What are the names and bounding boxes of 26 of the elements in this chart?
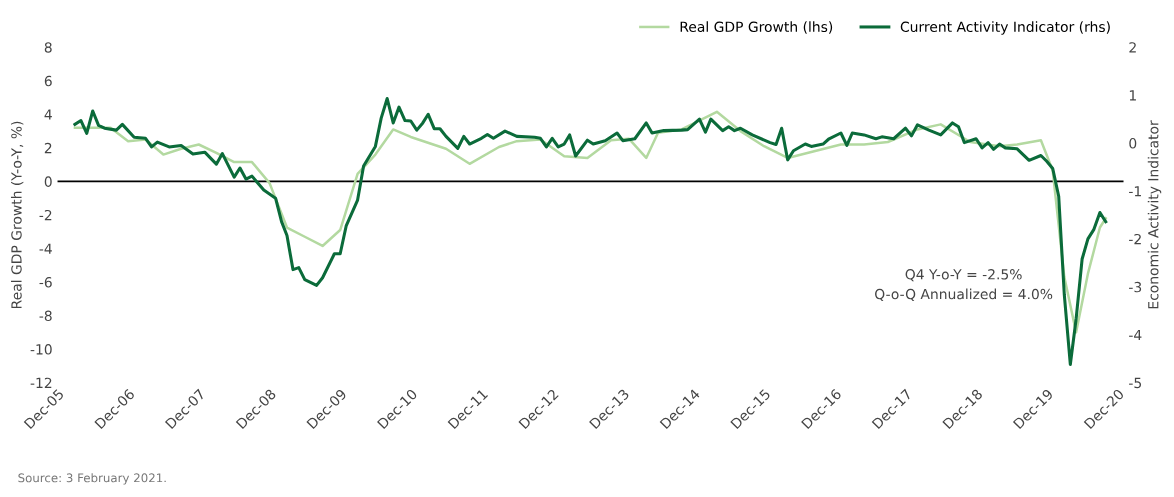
y2-tick-label: -3 xyxy=(1129,281,1142,293)
annotation: Q4 Y-o-Y = -2.5% Q-o-Q Annualized = 4.0% xyxy=(875,269,1053,301)
source-note: Source: 3 February 2021. xyxy=(18,473,166,485)
y-tick-label: 6 xyxy=(44,75,52,87)
legend-label: Current Activity Indicator (rhs) xyxy=(900,21,1110,35)
y-tick-label: 8 xyxy=(44,42,52,53)
y-tick-label: -10 xyxy=(30,344,52,355)
y2-tick-label: -2 xyxy=(1129,233,1141,245)
y-tick-label: 4 xyxy=(44,109,52,120)
y2-tick-label: 0 xyxy=(1129,138,1137,149)
y2-tick-label: -4 xyxy=(1129,329,1142,341)
y2-tick-label: -1 xyxy=(1129,186,1141,197)
y-tick-label: -8 xyxy=(39,310,52,322)
y-axis-title: Real GDP Growth (Y-o-Y, %) xyxy=(10,121,24,309)
y-tick-label: 0 xyxy=(44,176,52,187)
y-tick-label: -6 xyxy=(39,277,52,288)
y2-tick-label: 1 xyxy=(1129,90,1136,101)
y2-tick-label: 2 xyxy=(1129,42,1136,53)
y-tick-label: -2 xyxy=(39,209,52,221)
legend-label: Real GDP Growth (lhs) xyxy=(680,21,833,34)
y-tick-label: 2 xyxy=(44,142,52,154)
y-tick-label: -12 xyxy=(30,377,52,388)
y-tick-label: -4 xyxy=(39,243,52,254)
y2-axis-title: Economic Activity Indicator xyxy=(1147,120,1162,309)
line-series xyxy=(73,96,1108,367)
y2-tick-label: -5 xyxy=(1129,377,1142,389)
